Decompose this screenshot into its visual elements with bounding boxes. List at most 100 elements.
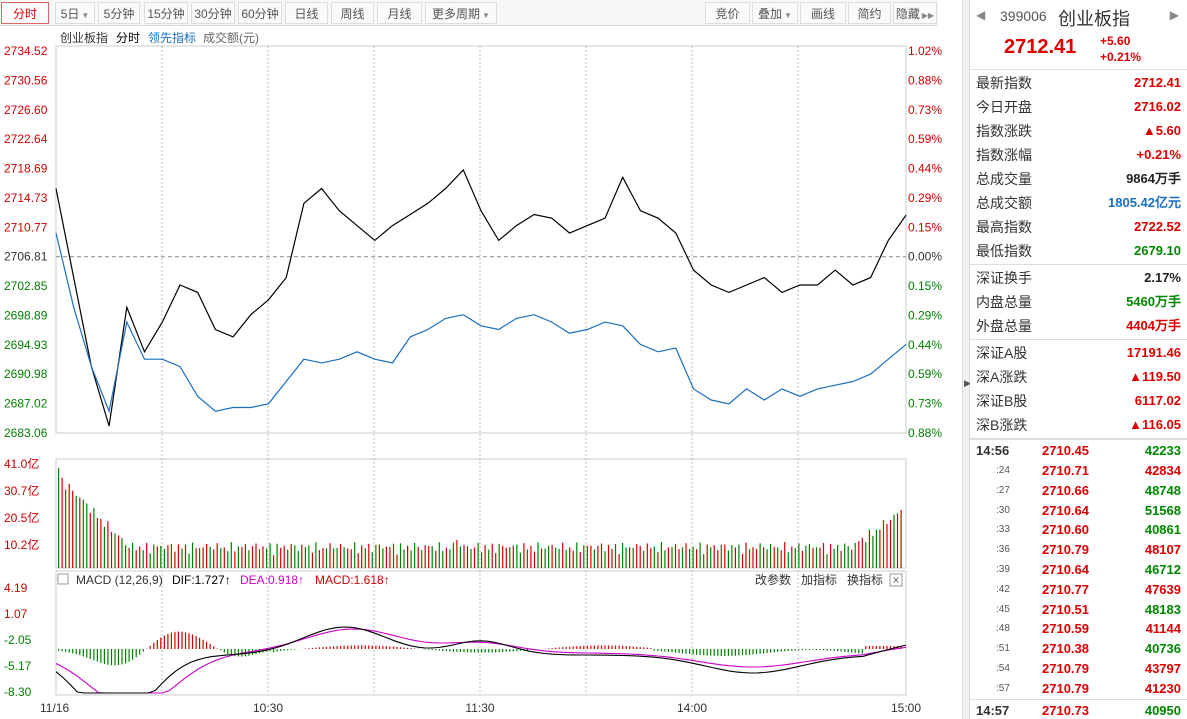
- prev-stock-icon[interactable]: ◀: [976, 8, 986, 22]
- volume-bar: [868, 529, 870, 568]
- period-button-2[interactable]: 5分钟: [98, 2, 140, 24]
- period-button-3[interactable]: 15分钟: [144, 2, 188, 24]
- period-button-8[interactable]: 月线: [377, 2, 422, 24]
- macd-bar: [206, 641, 208, 649]
- macd-bar: [572, 646, 574, 649]
- period-label: 30分钟: [194, 7, 232, 21]
- macd-bar: [371, 645, 373, 649]
- macd-bar: [798, 649, 800, 651]
- period-button-9[interactable]: 更多周期 ▼: [425, 2, 497, 24]
- period-button-1[interactable]: 5日 ▼: [55, 2, 95, 24]
- macd-bar: [283, 649, 285, 651]
- period-button-5[interactable]: 60分钟: [238, 2, 282, 24]
- price-tick-label: 2706.81: [4, 250, 48, 264]
- tool-button-2[interactable]: 画线: [800, 2, 846, 24]
- macd-bar: [579, 646, 581, 649]
- intraday-chart[interactable]: 2734.52 1.02% 2730.56 0.88% 2726.60 0.73% 2722…: [0, 26, 962, 719]
- volume-bar: [865, 542, 867, 568]
- volume-bar: [840, 551, 842, 568]
- volume-bar: [710, 547, 712, 568]
- quote-row: 今日开盘 2716.02: [970, 95, 1187, 119]
- close-icon[interactable]: [889, 573, 903, 587]
- macd-bar: [361, 645, 363, 649]
- tick-time: :54: [996, 662, 1010, 674]
- period-button-7[interactable]: 周线: [331, 2, 374, 24]
- tool-button-0[interactable]: 竞价: [705, 2, 750, 24]
- tick-time: :24: [996, 465, 1010, 476]
- macd-bar: [336, 646, 338, 649]
- tick-price: 2710.59: [1042, 621, 1089, 637]
- tick-volume: 51568: [1144, 502, 1181, 518]
- volume-bar: [251, 546, 254, 568]
- period-button-0[interactable]: 分时: [1, 2, 49, 24]
- macd-bar: [449, 649, 451, 652]
- tick-row: :30 2710.64 51568: [970, 501, 1187, 521]
- macd-bar: [562, 647, 564, 649]
- volume-bar: [516, 544, 518, 568]
- macd-bar: [61, 649, 63, 652]
- volume-bar: [632, 547, 634, 568]
- price-tick-label: 2690.98: [4, 367, 48, 381]
- tool-label: 画线: [810, 7, 835, 21]
- macd-bar: [223, 649, 225, 653]
- legend-mode: 分时: [116, 31, 140, 45]
- macd-bar: [681, 649, 684, 654]
- macd-bar: [558, 647, 560, 649]
- macd-bar: [459, 649, 461, 653]
- volume-bar: [322, 548, 324, 568]
- volume-bar: [297, 550, 299, 568]
- tool-button-3[interactable]: 简约: [848, 2, 891, 24]
- volume-tick-label: 10.2亿: [4, 537, 39, 552]
- volume-bar: [502, 545, 504, 568]
- dropdown-caret-icon: ▼: [81, 11, 90, 20]
- volume-bar: [484, 545, 486, 568]
- volume-bar: [269, 543, 271, 568]
- macd-bar: [664, 649, 666, 652]
- macd-bar: [724, 649, 726, 656]
- macd-settings-icon[interactable]: [57, 573, 69, 585]
- macd-bar: [833, 649, 835, 651]
- volume-bar: [371, 552, 373, 568]
- volume-tick-label: 41.0亿: [4, 456, 39, 471]
- volume-bar: [414, 543, 416, 568]
- macd-bar: [389, 646, 391, 649]
- quote-row: 深B涨跌 ▲116.05: [970, 413, 1187, 437]
- period-button-6[interactable]: 日线: [285, 2, 328, 24]
- quote-row-label: 深证B股: [976, 393, 1028, 409]
- tick-price: 2710.79: [1042, 680, 1089, 696]
- macd-bar: [671, 649, 673, 653]
- macd-bar: [812, 649, 814, 650]
- volume-bar: [389, 546, 391, 568]
- volume-bar: [318, 550, 320, 568]
- macd-bar: [75, 649, 77, 655]
- panel-toggle-handle[interactable]: ▶: [962, 0, 971, 719]
- tool-button-4[interactable]: 隐藏 ▶▶: [893, 2, 937, 24]
- macd-bar: [174, 631, 176, 649]
- volume-bar: [361, 545, 363, 568]
- volume-bar: [763, 547, 765, 568]
- macd-bar: [163, 635, 165, 649]
- tick-list[interactable]: 14:56 2710.45 42233:24 2710.71 42834:27 2710.…: [970, 439, 1187, 719]
- volume-bar: [526, 549, 528, 568]
- macd-bar: [548, 648, 550, 649]
- quote-row-label: 指数涨幅: [976, 147, 1032, 163]
- dif-line: [55, 626, 907, 694]
- tick-price: 2710.64: [1042, 561, 1089, 577]
- macd-bar: [607, 645, 610, 649]
- macd-bar: [822, 649, 825, 651]
- macd-bar: [315, 647, 317, 649]
- quote-row-label: 深证A股: [976, 345, 1028, 361]
- period-button-4[interactable]: 30分钟: [191, 2, 235, 24]
- macd-bar: [58, 649, 60, 651]
- volume-bar: [266, 548, 268, 568]
- tick-volume: 42834: [1144, 463, 1181, 478]
- volume-bar: [748, 549, 751, 568]
- volume-bar: [301, 544, 303, 568]
- next-stock-icon[interactable]: ▶: [1169, 8, 1179, 22]
- quote-row-value: ▲116.05: [1129, 417, 1181, 432]
- macd-bar: [787, 649, 789, 651]
- volume-bar: [653, 546, 655, 568]
- macd-bar: [879, 646, 881, 649]
- volume-bar: [791, 546, 793, 568]
- tool-button-1[interactable]: 叠加 ▼: [752, 2, 798, 24]
